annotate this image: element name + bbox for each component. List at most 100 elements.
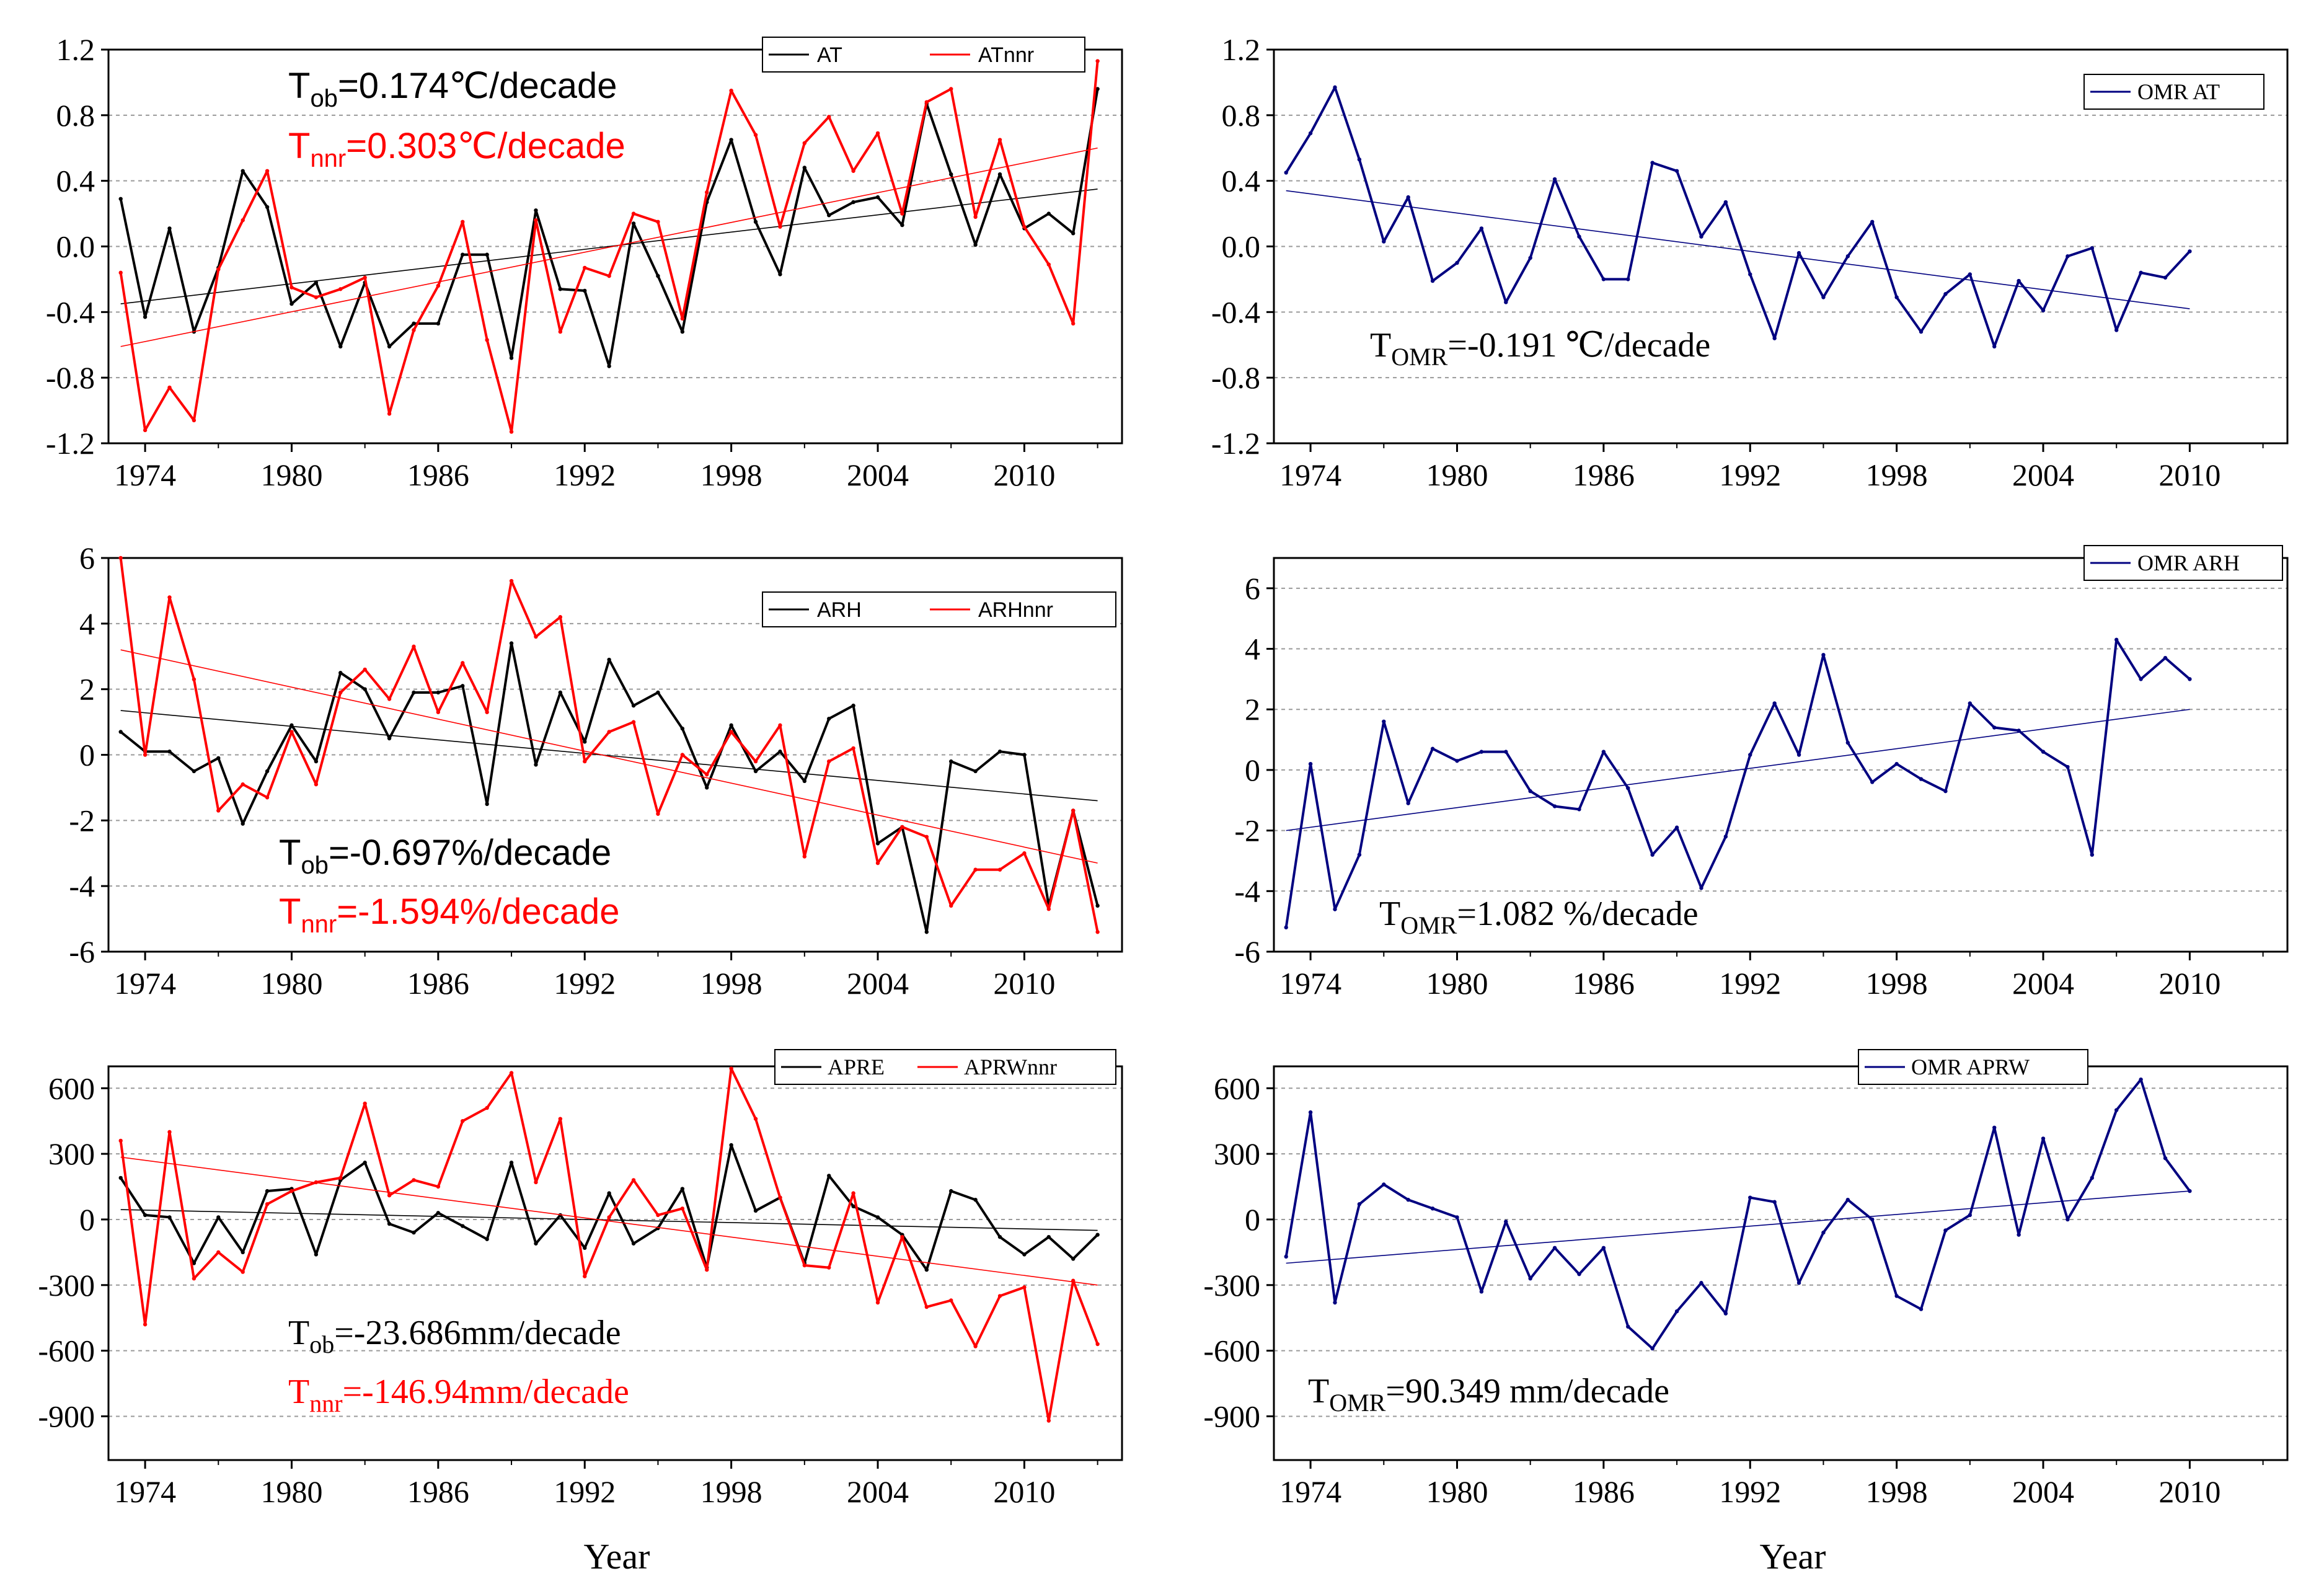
data-point (949, 1188, 953, 1193)
x-tick-label: 1974 (1279, 458, 1341, 492)
data-point (1071, 321, 1076, 326)
data-point (1748, 272, 1752, 277)
data-point (314, 1252, 319, 1257)
panel-omr-at: -1.2 -0.8 -0.4 0.0 0.4 0.8 1.2 1974 1980 1986 1992… (1211, 32, 2289, 492)
data-point (192, 1261, 197, 1265)
y-tick-label: -0.8 (46, 360, 95, 395)
data-point (949, 87, 953, 91)
data-point (924, 1304, 929, 1309)
data-point (436, 1211, 441, 1215)
data-point (924, 1267, 929, 1272)
data-point (338, 671, 343, 675)
data-point (656, 690, 660, 695)
data-point (143, 428, 148, 433)
data-point (412, 1178, 416, 1182)
data-point (2090, 852, 2095, 857)
data-point (558, 287, 563, 291)
data-point (583, 759, 587, 764)
data-point (387, 344, 392, 349)
data-point (2066, 1217, 2070, 1222)
data-point (1504, 300, 1508, 304)
data-point (973, 215, 978, 219)
x-axis-title-left: Year (584, 1536, 650, 1577)
data-point (900, 223, 904, 228)
data-point (2114, 1108, 2119, 1112)
data-point (1095, 87, 1100, 91)
data-point (851, 703, 855, 708)
data-point (1406, 1197, 1410, 1202)
data-point (827, 759, 831, 764)
legend-omr-at: OMR AT (2083, 74, 2264, 110)
x-tick-label: 1998 (1866, 458, 1928, 492)
data-point (802, 141, 807, 146)
series-line (1285, 86, 2191, 348)
data-point (631, 720, 636, 724)
x-tick-label: 1992 (554, 1474, 616, 1509)
data-point (1095, 1233, 1100, 1237)
data-point (1504, 750, 1508, 754)
data-point (1071, 1278, 1076, 1283)
data-point (241, 169, 245, 173)
data-point (1796, 250, 1801, 255)
data-point (729, 88, 733, 93)
data-point (802, 779, 807, 784)
x-tick-label: 1992 (1719, 458, 1781, 492)
data-point (583, 1246, 587, 1250)
y-tick-label: 0.4 (56, 164, 95, 198)
data-point (509, 430, 514, 434)
y-tick-label: -6 (1234, 934, 1260, 969)
data-point (2163, 275, 2168, 280)
data-point (241, 218, 245, 223)
data-point (973, 1344, 978, 1348)
y-tick-label: -600 (38, 1334, 95, 1368)
data-point (118, 730, 123, 734)
data-point (241, 1270, 245, 1274)
x-tick-label: 2004 (847, 966, 909, 1001)
data-point (118, 1138, 123, 1143)
y-tick-label: -6 (69, 934, 95, 969)
x-tick-label: 1998 (1866, 1474, 1928, 1509)
data-point (656, 1213, 660, 1218)
y-tick-label: 600 (1214, 1071, 1260, 1105)
x-tick-label: 1980 (260, 966, 322, 1001)
data-point (778, 750, 782, 754)
data-point (2114, 328, 2119, 332)
y-tick-label: -0.4 (1211, 294, 1260, 329)
data-point (1382, 719, 1386, 724)
data-point (2188, 1188, 2192, 1193)
data-point (900, 211, 904, 216)
x-tick-label: 2010 (993, 966, 1055, 1001)
data-point (363, 1101, 367, 1106)
data-point (753, 1117, 758, 1121)
y-tick-label: -4 (1234, 874, 1260, 908)
data-point (314, 280, 319, 285)
legend-arh: ARH ARHnnr (762, 591, 1116, 627)
data-point (534, 763, 538, 767)
data-point (1870, 219, 1875, 224)
data-point (1845, 254, 1850, 259)
data-point (1406, 801, 1410, 805)
trend-line (120, 649, 1098, 864)
data-point (924, 930, 929, 934)
data-point (534, 1241, 538, 1246)
data-point (705, 772, 709, 777)
data-point (289, 730, 294, 734)
data-point (973, 242, 978, 247)
data-point (1894, 295, 1899, 299)
data-point (1430, 746, 1435, 751)
data-point (265, 769, 270, 774)
y-tick-label: 0.8 (1222, 98, 1261, 133)
trend-annotation-omr-at: TOMR=-0.191 ℃/decade (1370, 326, 1710, 371)
data-point (387, 697, 392, 701)
data-point (436, 283, 441, 288)
data-point (436, 710, 441, 714)
trend-annotation-arh-nnr: Tnnr=-1.594%/decade (279, 892, 620, 938)
data-point (1284, 925, 1288, 930)
data-point (1308, 761, 1313, 766)
data-point (363, 687, 367, 691)
data-point (485, 252, 489, 257)
legend-label-aprwnnr: APRWnnr (964, 1055, 1057, 1079)
data-point (509, 1071, 514, 1075)
y-tick-label: 0.8 (56, 98, 95, 133)
